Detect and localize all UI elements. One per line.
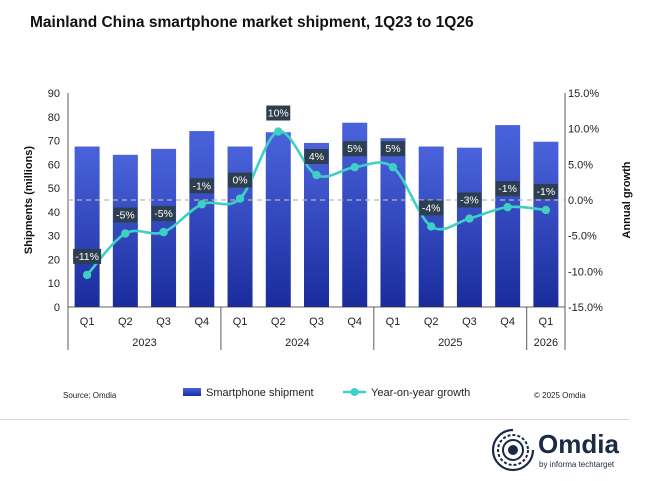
legend-line-label: Year-on-year growth <box>371 387 470 399</box>
bar <box>495 125 521 307</box>
source-note: Source: Omdia <box>63 391 117 400</box>
growth-data-label: -5% <box>116 210 135 222</box>
growth-data-label: 4% <box>309 151 324 163</box>
y-tick-label: 70 <box>48 136 60 148</box>
y2-tick-label: -15.0% <box>568 302 603 314</box>
x-tick-label: Q3 <box>462 316 477 328</box>
x-tick-label: Q2 <box>424 316 439 328</box>
growth-point <box>235 194 245 203</box>
y2-axis-title: Annual growth <box>621 161 633 238</box>
omdia-logo-icon <box>491 428 535 472</box>
growth-point <box>274 127 283 136</box>
legend-bar-swatch <box>183 388 201 396</box>
y-tick-label: 30 <box>48 231 60 243</box>
growth-point <box>121 229 130 238</box>
growth-data-label-box <box>304 149 329 165</box>
x-tick-label: Q4 <box>500 316 515 328</box>
bar <box>189 131 215 307</box>
y-tick-label: 60 <box>48 159 60 171</box>
growth-point <box>541 205 551 215</box>
year-label: 2024 <box>285 337 309 349</box>
growth-data-label-box <box>533 183 558 199</box>
bar <box>227 146 253 307</box>
growth-data-label-box <box>342 141 367 157</box>
y2-tick-label: -10.0% <box>568 266 603 278</box>
y2-tick-label: 5.0% <box>568 159 593 171</box>
chart: 0 10 20 30 40 50 60 70 80 90 -15.0% -10.0% -5.0% 0.0%… <box>23 88 633 399</box>
y-tick-label: 0 <box>54 302 60 314</box>
chart-title: Mainland China smartphone market shipmen… <box>30 14 474 31</box>
bar <box>74 146 100 307</box>
year-label: 2025 <box>438 337 462 349</box>
x-tick-label: Q1 <box>539 316 554 328</box>
y2-tick-label: -5.0% <box>568 231 597 243</box>
growth-data-label: -4% <box>422 202 441 214</box>
growth-data-label-box <box>113 207 138 223</box>
growth-data-label-box <box>73 248 102 264</box>
x-tick-label: Q3 <box>156 316 171 328</box>
legend-line-marker <box>350 388 359 396</box>
bar <box>304 142 329 307</box>
brand-name: Omdia <box>538 429 619 459</box>
growth-data-label-box <box>151 206 176 222</box>
x-tick-label: Q1 <box>233 316 248 328</box>
x-tick-label: Q2 <box>271 316 286 328</box>
y2-tick-label: 0.0% <box>568 195 593 207</box>
growth-point <box>82 270 92 280</box>
growth-point <box>312 170 321 180</box>
growth-data-label: -3% <box>460 195 479 207</box>
y-tick-label: 10 <box>48 278 60 290</box>
footer-divider <box>0 419 630 420</box>
plot-area: 0 10 20 30 40 50 60 70 80 90 -15.0% -10.0% -5.0% 0.0%… <box>23 88 633 399</box>
growth-data-label-box <box>457 192 482 208</box>
growth-data-label-box <box>419 200 444 216</box>
y-axis-title: Shipments (millions) <box>23 146 35 255</box>
y-tick-label: 40 <box>48 207 60 219</box>
growth-data-label: -1% <box>498 183 517 195</box>
growth-data-label-box <box>266 105 291 121</box>
year-label: 2026 <box>534 337 558 349</box>
growth-data-label: 10% <box>268 108 289 120</box>
y-tick-label: 50 <box>48 183 60 195</box>
growth-data-label: -1% <box>192 180 211 192</box>
y2-tick-label: 10.0% <box>568 124 599 136</box>
growth-point <box>197 200 207 209</box>
x-tick-label: Q4 <box>347 316 362 328</box>
growth-data-label: -1% <box>537 186 556 198</box>
growth-data-label-box <box>189 178 214 194</box>
y-tick-label: 80 <box>48 112 60 124</box>
growth-point <box>159 227 168 237</box>
y-tick-label: 90 <box>48 88 60 100</box>
growth-data-label: 0% <box>232 175 247 187</box>
bar <box>533 141 559 307</box>
growth-point <box>503 202 512 212</box>
growth-point <box>426 222 436 231</box>
year-label: 2023 <box>132 337 156 349</box>
bar <box>265 132 291 307</box>
x-tick-label: Q1 <box>386 316 401 328</box>
brand-tagline: by informa techtarget <box>539 460 615 469</box>
growth-data-label-box <box>228 172 253 188</box>
growth-data-label: 5% <box>385 143 400 155</box>
growth-point <box>465 214 474 223</box>
copyright-note: © 2025 Omdia <box>534 391 586 400</box>
growth-point <box>350 162 359 172</box>
growth-data-label: -11% <box>75 251 99 263</box>
growth-data-label: -5% <box>154 208 173 220</box>
x-tick-label: Q2 <box>118 316 133 328</box>
growth-point <box>388 162 398 172</box>
x-tick-label: Q1 <box>80 316 95 328</box>
x-tick-label: Q3 <box>309 316 324 328</box>
omdia-logo: Omdia by informa techtarget <box>490 427 640 477</box>
legend-bar-label: Smartphone shipment <box>206 387 314 399</box>
growth-data-label-box <box>380 141 405 157</box>
bar <box>456 147 482 307</box>
growth-data-label-box <box>495 181 520 197</box>
growth-data-label: 5% <box>347 143 362 155</box>
y2-tick-label: 15.0% <box>568 88 599 100</box>
y-tick-label: 20 <box>48 254 60 266</box>
x-tick-label: Q4 <box>194 316 209 328</box>
